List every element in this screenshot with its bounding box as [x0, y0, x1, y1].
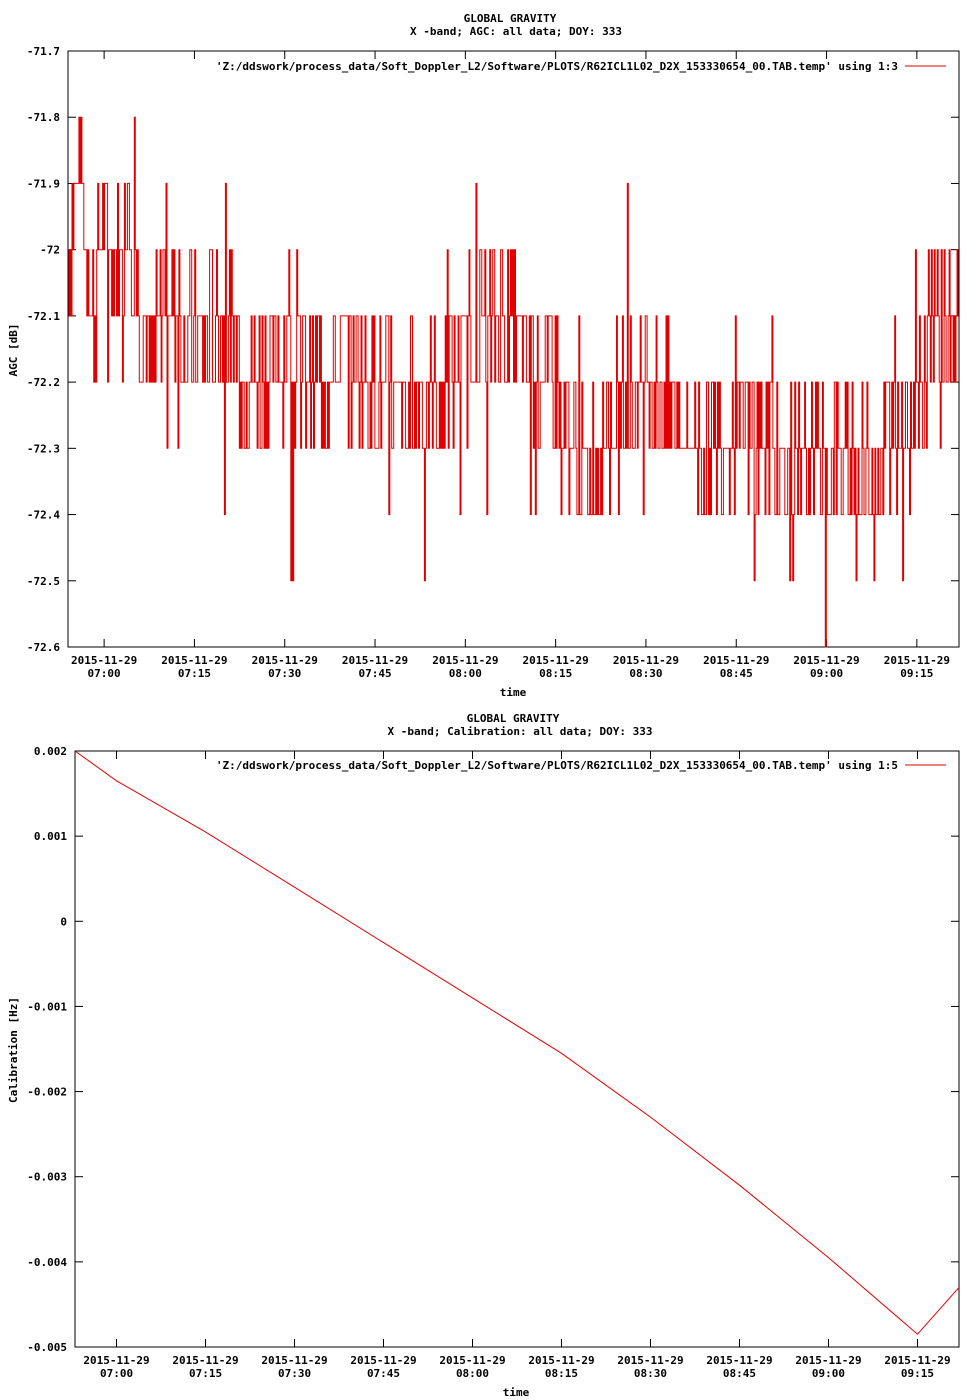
y-tick-label: -71.9 [27, 177, 60, 190]
chart2-title: GLOBAL GRAVITY [467, 712, 560, 725]
x-tick-date: 2015-11-29 [793, 654, 859, 667]
chart1-subtitle: X -band; AGC: all data; DOY: 333 [410, 25, 622, 38]
y-tick-label: 0.001 [34, 830, 67, 843]
chart2-legend-label: 'Z:/ddswork/process_data/Soft_Doppler_L2… [216, 759, 898, 772]
x-tick-date: 2015-11-29 [432, 654, 498, 667]
y-tick-label: -0.002 [27, 1086, 67, 1099]
chart1-plot-frame [67, 50, 960, 648]
x-tick-time: 08:15 [539, 667, 572, 680]
chart2-plot-frame [74, 750, 960, 1348]
x-tick-date: 2015-11-29 [350, 1354, 416, 1367]
chart1-xlabel: time [500, 686, 527, 699]
y-tick-label: -71.8 [27, 111, 60, 124]
y-tick-label: 0.002 [34, 745, 67, 758]
y-tick-label: 0 [60, 915, 67, 928]
x-tick-date: 2015-11-29 [613, 654, 679, 667]
x-tick-time: 08:00 [449, 667, 482, 680]
chart2-ylabel: Calibration [Hz] [7, 997, 20, 1103]
y-tick-label: -0.004 [27, 1256, 67, 1269]
y-tick-label: -72.4 [27, 509, 60, 522]
y-tick-label: -72.2 [27, 376, 60, 389]
chart2-y-axis: 0.002 0.001 0 -0.001 -0.002 -0.003 -0.004 -0.00… [27, 745, 959, 1354]
y-tick-label: -0.001 [27, 1000, 67, 1013]
x-tick-date: 2015-11-29 [83, 1354, 149, 1367]
x-tick-date: 2015-11-29 [523, 654, 589, 667]
x-tick-time: 07:00 [100, 1367, 133, 1380]
x-tick-time: 07:45 [367, 1367, 400, 1380]
chart1-legend-label: 'Z:/ddswork/process_data/Soft_Doppler_L2… [216, 60, 898, 73]
x-tick-date: 2015-11-29 [439, 1354, 505, 1367]
x-tick-time: 07:00 [88, 667, 121, 680]
x-tick-time: 09:00 [812, 1367, 845, 1380]
x-tick-date: 2015-11-29 [342, 654, 408, 667]
chart1-title: GLOBAL GRAVITY [464, 12, 557, 25]
x-tick-date: 2015-11-29 [703, 654, 769, 667]
y-tick-label: -71.7 [27, 45, 60, 58]
y-tick-label: -0.005 [27, 1341, 67, 1354]
y-tick-label: -72.3 [27, 442, 60, 455]
chart1-ylabel: AGC [dB] [7, 324, 20, 377]
x-tick-date: 2015-11-29 [706, 1354, 772, 1367]
chart1-series [68, 116, 959, 648]
y-tick-label: -72.6 [27, 641, 60, 654]
x-tick-date: 2015-11-29 [261, 1354, 327, 1367]
x-tick-time: 09:15 [901, 1367, 934, 1380]
x-tick-date: 2015-11-29 [161, 654, 227, 667]
agc-chart: GLOBAL GRAVITY X -band; AGC: all data; D… [7, 12, 960, 699]
y-tick-label: -0.003 [27, 1171, 67, 1184]
x-tick-time: 07:30 [268, 667, 301, 680]
x-tick-time: 07:15 [189, 1367, 222, 1380]
x-tick-time: 08:15 [545, 1367, 578, 1380]
x-tick-time: 09:15 [900, 667, 933, 680]
series-line [74, 750, 960, 1335]
x-tick-time: 07:45 [358, 667, 391, 680]
x-tick-time: 09:00 [810, 667, 843, 680]
y-tick-label: -72.1 [27, 310, 60, 323]
x-tick-time: 08:45 [720, 667, 753, 680]
chart2-x-axis: 2015-11-2907:002015-11-2907:152015-11-29… [83, 751, 951, 1380]
x-tick-date: 2015-11-29 [617, 1354, 683, 1367]
series-line [68, 116, 959, 648]
x-tick-time: 08:30 [629, 667, 662, 680]
x-tick-time: 07:15 [178, 667, 211, 680]
x-tick-time: 08:45 [723, 1367, 756, 1380]
x-tick-date: 2015-11-29 [795, 1354, 861, 1367]
x-tick-time: 08:30 [634, 1367, 667, 1380]
x-tick-date: 2015-11-29 [252, 654, 318, 667]
x-tick-date: 2015-11-29 [884, 1354, 950, 1367]
x-tick-date: 2015-11-29 [172, 1354, 238, 1367]
x-tick-date: 2015-11-29 [71, 654, 137, 667]
chart2-subtitle: X -band; Calibration: all data; DOY: 333 [388, 725, 653, 738]
chart2-xlabel: time [503, 1386, 530, 1399]
x-tick-date: 2015-11-29 [528, 1354, 594, 1367]
chart2-series [74, 750, 960, 1335]
x-tick-time: 07:30 [278, 1367, 311, 1380]
y-tick-label: -72 [40, 244, 60, 257]
calibration-chart: GLOBAL GRAVITY X -band; Calibration: all… [7, 712, 960, 1399]
x-tick-date: 2015-11-29 [884, 654, 950, 667]
y-tick-label: -72.5 [27, 575, 60, 588]
x-tick-time: 08:00 [456, 1367, 489, 1380]
chart1-x-axis: 2015-11-2907:002015-11-2907:152015-11-29… [71, 51, 950, 680]
